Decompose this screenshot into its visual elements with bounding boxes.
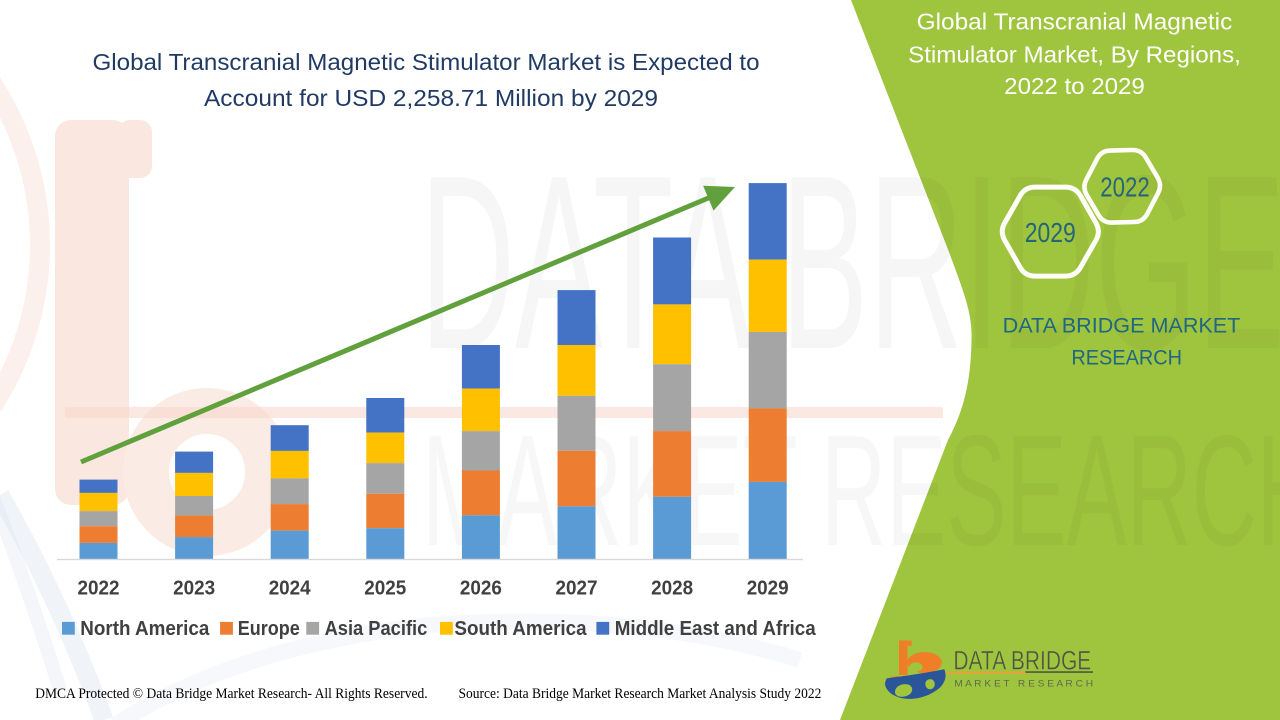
svg-text:2022: 2022	[78, 578, 120, 600]
svg-text:MARKET RESEARCH: MARKET RESEARCH	[422, 403, 1280, 579]
svg-text:2029: 2029	[747, 578, 789, 600]
svg-text:Account for USD 2,258.71 Milli: Account for USD 2,258.71 Million by 2029	[204, 85, 658, 111]
svg-text:2028: 2028	[651, 578, 693, 600]
svg-text:South America: South America	[454, 618, 587, 640]
svg-text:2024: 2024	[269, 578, 312, 600]
svg-text:2022: 2022	[1100, 172, 1149, 203]
svg-text:Source: Data Bridge Market Res: Source: Data Bridge Market Research Mark…	[459, 686, 822, 702]
svg-text:Global Transcranial Magnetic S: Global Transcranial Magnetic Stimulator …	[93, 49, 760, 75]
svg-text:RESEARCH: RESEARCH	[1071, 347, 1182, 370]
svg-text:M A R K E T R E S E A R C H: M A R K E T R E S E A R C H	[954, 679, 1093, 690]
svg-text:2027: 2027	[556, 578, 598, 600]
svg-text:2023: 2023	[173, 578, 215, 600]
svg-text:North America: North America	[80, 618, 210, 640]
svg-text:DATA BRIDGE: DATA BRIDGE	[953, 645, 1091, 675]
svg-text:2022 to 2029: 2022 to 2029	[1004, 73, 1145, 99]
svg-text:Global Transcranial Magnetic: Global Transcranial Magnetic	[917, 9, 1233, 35]
svg-text:DMCA Protected © Data Bridge M: DMCA Protected © Data Bridge Market Rese…	[35, 686, 427, 702]
svg-text:Stimulator Market, By Regions,: Stimulator Market, By Regions,	[908, 42, 1241, 68]
svg-text:DATA BRIDGE MARKET: DATA BRIDGE MARKET	[1003, 315, 1241, 338]
svg-text:Middle East and Africa: Middle East and Africa	[615, 618, 817, 640]
svg-text:2029: 2029	[1025, 217, 1076, 248]
svg-text:Europe: Europe	[238, 618, 300, 640]
svg-text:Asia Pacific: Asia Pacific	[325, 618, 428, 640]
svg-text:2025: 2025	[364, 578, 406, 600]
svg-text:2026: 2026	[460, 578, 502, 600]
